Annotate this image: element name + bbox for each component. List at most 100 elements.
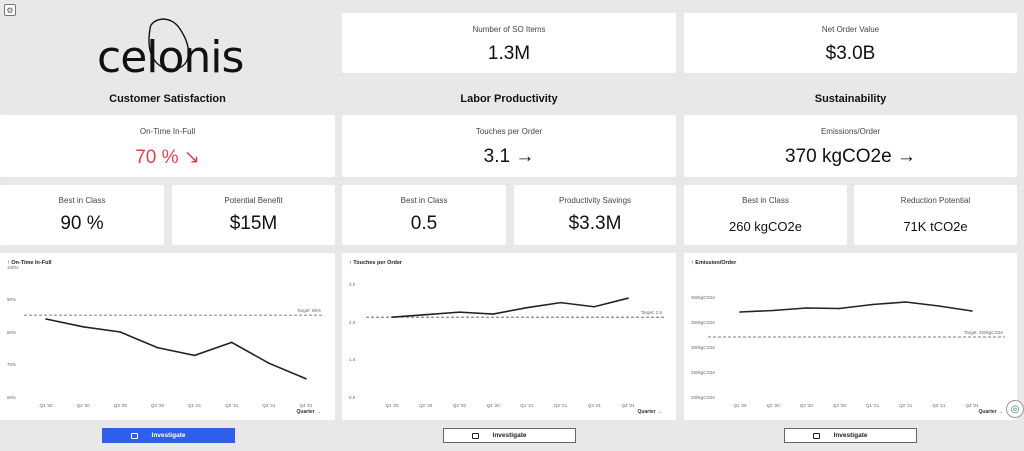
x-axis-label: Quarter → (297, 409, 321, 415)
x-tick-label: Q3 '20 (453, 403, 467, 408)
y-tick-label: 80% (7, 330, 16, 335)
main-kpi-card-otif[interactable]: On-Time In-Full 70 % ↘ (0, 115, 335, 177)
sub-kpi-card: Best in Class 0.5 (342, 185, 506, 245)
chart-card-touches: ↑ Touches per Order 3.0 2.0 1.0 0.0 Target: 2… (342, 253, 676, 420)
section-title-sustainability: Sustainability (814, 93, 887, 105)
x-tick-label: Q3 '20 (800, 403, 814, 408)
kpi-value-otif: 70 % ↘ (135, 147, 200, 168)
y-tick-label: 70% (7, 362, 16, 367)
kpi-value: $3.3M (568, 213, 622, 234)
logo-swoosh-icon (148, 18, 190, 70)
kpi-label: Reduction Potential (900, 196, 971, 205)
sub-kpi-card: Best in Class 90 % (0, 185, 164, 245)
button-label: Investigate (151, 432, 186, 439)
kpi-label: Emissions/Order (820, 127, 881, 136)
x-tick-label: Q1 '21 (188, 403, 202, 408)
y-tick-label: 250kgCO2e (691, 370, 716, 375)
x-axis-label: Quarter → (979, 409, 1003, 415)
chart-card-otif: ↑ On-Time In-Full 100% 90% 80% 70% 60% Target:… (0, 253, 335, 420)
kpi-label: Best in Class (742, 196, 789, 205)
data-point (156, 346, 159, 349)
kpi-value: $15M (229, 213, 278, 234)
x-tick-label: Q4 '20 (487, 403, 501, 408)
data-point (805, 307, 808, 309)
y-tick-label: 60% (7, 395, 16, 400)
kpi-label: Productivity Savings (558, 196, 632, 205)
y-tick-label: 100% (7, 265, 19, 270)
data-point (82, 326, 84, 328)
x-tick-label: Q1 '21 (866, 403, 880, 408)
section-title-labor-productivity: Labor Productivity (460, 93, 558, 105)
logo-card: celonis (0, 11, 335, 83)
kpi-value: 71K tCO2e (903, 219, 968, 234)
chart-title: ↑ Touches per Order (349, 260, 403, 266)
kpi-value: 260 kgCO2e (729, 219, 802, 234)
data-point (492, 313, 494, 315)
target-label: Target: 320kgCO2e (964, 330, 1004, 335)
target-label: Target: 85% (297, 308, 321, 313)
y-tick-label: 350kgCO2e (691, 320, 716, 325)
data-point (772, 309, 774, 312)
data-point (458, 311, 461, 313)
data-point (305, 378, 307, 380)
x-axis-label: Quarter → (638, 409, 662, 415)
kpi-card-so-items: Number of SO Items 1.3M (342, 13, 676, 73)
x-tick-label: Q2 '21 (225, 403, 239, 408)
y-tick-label: 1.0 (349, 357, 356, 362)
sub-kpi-card: Best in Class 260 kgCO2e (684, 185, 847, 245)
assistant-icon[interactable]: ◎ (1006, 400, 1024, 418)
kpi-value: 90 % (60, 213, 104, 234)
kpi-value: 0.5 (410, 213, 438, 234)
x-tick-label: Q2 '20 (419, 403, 433, 408)
x-tick-label: Q1 '20 (39, 403, 53, 408)
x-tick-label: Q2 '20 (767, 403, 781, 408)
kpi-label: Potential Benefit (224, 196, 283, 205)
y-tick-label: 200kgCO2e (691, 395, 716, 400)
x-tick-label: Q1 '21 (520, 403, 534, 408)
y-tick-label: 0.0 (349, 395, 356, 400)
x-tick-label: Q4 '20 (151, 403, 165, 408)
data-point (391, 316, 393, 318)
chart-title: ↑ On-Time In-Full (7, 260, 52, 266)
x-tick-label: Q2 '21 (899, 403, 913, 408)
x-tick-label: Q1 '20 (733, 403, 747, 408)
celonis-logo: celonis (97, 32, 244, 83)
kpi-label: Best in Class (400, 196, 448, 205)
sub-kpi-card: Reduction Potential 71K tCO2e (854, 185, 1017, 245)
chart-icon (130, 432, 138, 439)
data-point (230, 341, 233, 344)
data-point (838, 307, 841, 310)
kpi-value: 370 kgCO2e → (785, 146, 916, 167)
chart-title: ↑ Emission/Order (691, 260, 737, 266)
kpi-label: On-Time In-Full (139, 127, 196, 136)
y-tick-label: 90% (7, 297, 16, 302)
data-point (938, 305, 940, 307)
button-label: Investigate (833, 432, 868, 439)
data-point (268, 362, 270, 364)
x-tick-label: Q3 '20 (114, 403, 128, 408)
x-tick-label: Q2 '20 (77, 403, 91, 408)
y-tick-label: 3.0 (349, 282, 356, 287)
x-tick-label: Q4 '21 (299, 403, 313, 408)
data-point (971, 310, 973, 312)
investigate-button-customer-satisfaction[interactable]: Investigate (102, 428, 235, 443)
kpi-label: Number of SO Items (472, 25, 546, 34)
y-tick-label: 2.0 (349, 320, 356, 325)
investigate-button-sustainability[interactable]: Investigate (784, 428, 917, 443)
x-tick-label: Q4 '21 (621, 403, 635, 408)
chart-icon (471, 432, 479, 439)
main-kpi-card-emissions[interactable]: Emissions/Order 370 kgCO2e → (684, 115, 1017, 177)
settings-icon[interactable]: ⚙ (4, 4, 16, 16)
x-tick-label: Q4 '20 (833, 403, 847, 408)
investigate-button-labor-productivity[interactable]: Investigate (443, 428, 576, 443)
data-point (559, 301, 562, 304)
kpi-card-net-order-value: Net Order Value $3.0B (684, 13, 1017, 73)
sub-kpi-card: Productivity Savings $3.3M (514, 185, 676, 245)
line-chart-emissions: ↑ Emission/Order 400kgCO2e 350kgCO2e 300kgC… (691, 260, 1005, 415)
kpi-label: Touches per Order (475, 127, 543, 136)
x-tick-label: Q4 '21 (965, 403, 979, 408)
data-point (193, 354, 196, 357)
main-kpi-card-touches[interactable]: Touches per Order 3.1 → (342, 115, 676, 177)
data-point (45, 318, 47, 320)
